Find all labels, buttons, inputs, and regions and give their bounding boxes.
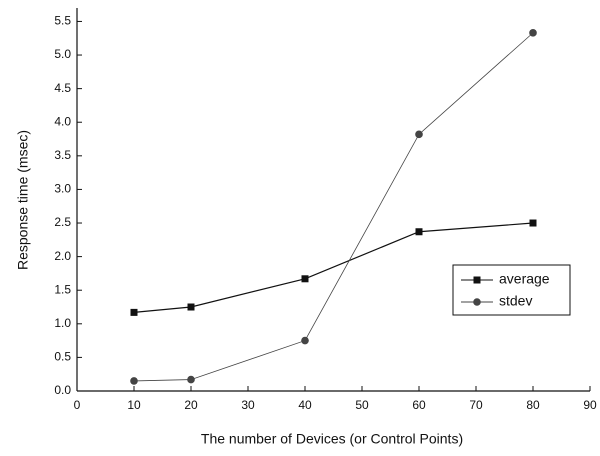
- x-tick-label: 20: [184, 398, 198, 412]
- y-tick-label: 0.0: [54, 383, 71, 397]
- x-tick-label: 80: [526, 398, 540, 412]
- legend-marker: [473, 276, 481, 284]
- marker: [415, 130, 423, 139]
- marker: [529, 29, 537, 37]
- marker: [130, 308, 138, 316]
- x-tick-label: 60: [412, 398, 426, 412]
- y-tick-label: 0.5: [54, 350, 71, 364]
- x-tick-label: 30: [241, 398, 255, 412]
- x-axis-label: The number of Devices (or Control Points…: [201, 431, 463, 447]
- y-tick-label: 5.0: [54, 47, 71, 61]
- y-axis-label: Response time (msec): [15, 130, 31, 270]
- x-tick-label: 90: [583, 398, 597, 412]
- series-line: [133, 32, 534, 382]
- legend-marker: [473, 298, 481, 306]
- legend-box: [452, 264, 571, 316]
- marker: [529, 219, 537, 227]
- y-tick-label: 2.0: [54, 249, 71, 263]
- y-tick-label: 1.0: [54, 316, 71, 330]
- legend-label: average: [499, 271, 550, 287]
- y-tick-label: 4.5: [54, 81, 71, 95]
- x-tick-label: 40: [298, 398, 312, 412]
- x-tick-label: 70: [469, 398, 483, 412]
- y-tick-label: 1.5: [54, 282, 71, 296]
- x-tick-label: 10: [127, 398, 141, 412]
- marker: [187, 303, 195, 311]
- y-tick-label: 2.5: [54, 215, 71, 229]
- y-tick-label: 5.5: [54, 14, 71, 28]
- legend-label: stdev: [499, 293, 532, 309]
- marker: [301, 336, 309, 345]
- x-tick-label: 0: [74, 398, 81, 412]
- y-tick-label: 3.0: [54, 182, 71, 196]
- y-tick-label: 4.0: [54, 114, 71, 128]
- marker: [415, 228, 423, 236]
- marker: [187, 375, 195, 384]
- marker: [130, 377, 138, 385]
- y-tick-label: 3.5: [54, 148, 71, 162]
- x-tick-label: 50: [355, 398, 369, 412]
- marker: [301, 275, 309, 283]
